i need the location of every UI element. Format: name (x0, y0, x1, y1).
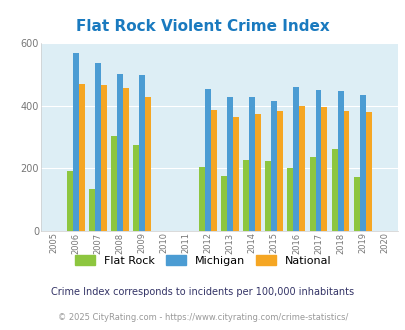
Bar (227, 97, 232, 231)
Text: Flat Rock Violent Crime Index: Flat Rock Violent Crime Index (76, 19, 329, 34)
Bar (359, 95, 364, 231)
Bar (321, 108, 326, 231)
Bar (343, 111, 349, 231)
Text: © 2025 CityRating.com - https://www.cityrating.com/crime-statistics/: © 2025 CityRating.com - https://www.city… (58, 313, 347, 322)
Bar (277, 111, 283, 231)
Bar (89, 189, 95, 231)
Bar (298, 106, 305, 231)
Bar (265, 161, 271, 231)
Bar (139, 75, 145, 231)
Bar (117, 74, 123, 231)
Bar (101, 85, 107, 231)
Bar (95, 63, 101, 231)
Bar (309, 157, 315, 231)
Bar (123, 88, 129, 231)
Bar (221, 176, 227, 231)
Bar (205, 89, 211, 231)
Bar (337, 90, 343, 231)
Bar (293, 87, 298, 231)
Bar (249, 97, 255, 231)
Bar (255, 114, 260, 231)
Bar (111, 136, 117, 231)
Bar (271, 101, 277, 231)
Bar (353, 177, 359, 231)
Bar (199, 167, 205, 231)
Bar (145, 96, 151, 231)
Bar (133, 145, 139, 231)
Bar (287, 168, 293, 231)
Bar (243, 160, 249, 231)
Bar (315, 90, 321, 231)
Bar (79, 84, 85, 231)
Bar (232, 116, 239, 231)
Bar (364, 113, 371, 231)
Bar (211, 110, 217, 231)
Legend: Flat Rock, Michigan, National: Flat Rock, Michigan, National (71, 251, 334, 269)
Bar (67, 171, 73, 231)
Bar (331, 148, 337, 231)
Text: Crime Index corresponds to incidents per 100,000 inhabitants: Crime Index corresponds to incidents per… (51, 287, 354, 297)
Bar (73, 53, 79, 231)
